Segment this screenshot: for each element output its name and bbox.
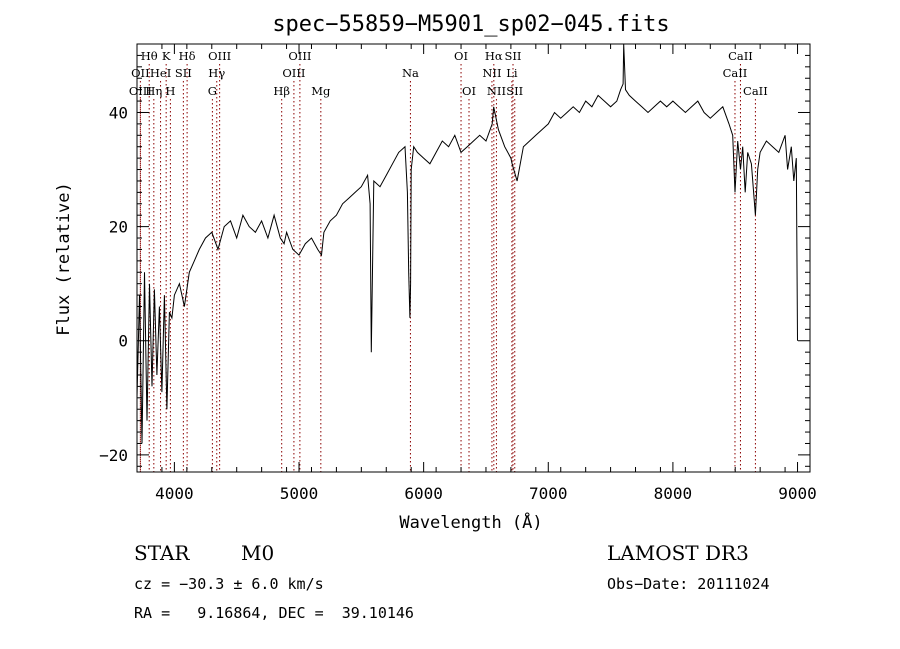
line-label-5: K xyxy=(162,49,171,63)
line-label-7: SII xyxy=(175,66,192,80)
y-tick-label-3: 40 xyxy=(109,103,128,122)
line-label-11: Hγ xyxy=(208,66,225,80)
x-tick-label-4: 8000 xyxy=(654,484,693,503)
line-label-0: Hθ xyxy=(141,49,158,63)
line-label-10: OIII xyxy=(208,49,231,63)
y-tick-label-2: 20 xyxy=(109,218,128,237)
line-label-9: G xyxy=(208,84,217,98)
line-label-25: CaII xyxy=(728,49,753,63)
line-label-22: SII xyxy=(505,49,522,63)
object-class: STAR xyxy=(134,541,190,565)
line-label-16: Na xyxy=(402,66,419,80)
line-label-6: H xyxy=(165,84,175,98)
line-label-20: NII xyxy=(482,66,501,80)
y-tick-label-1: 0 xyxy=(118,332,128,351)
line-label-12: Hβ xyxy=(273,84,290,98)
plot-frame xyxy=(136,43,811,473)
line-label-23: Li xyxy=(506,66,518,80)
line-label-18: OI xyxy=(462,84,476,98)
line-label-21: NII xyxy=(487,84,506,98)
survey-name: LAMOST DR3 xyxy=(607,541,749,565)
line-label-24: SII xyxy=(506,84,523,98)
line-label-27: CaII xyxy=(743,84,768,98)
x-tick-label-0: 4000 xyxy=(155,484,194,503)
line-label-3: Hη xyxy=(145,84,162,98)
x-tick-label-1: 5000 xyxy=(280,484,319,503)
y-tick-label-0: −20 xyxy=(99,446,128,465)
coordinates: RA = 9.16864, DEC = 39.10146 xyxy=(134,604,414,622)
line-label-8: Hδ xyxy=(179,49,196,63)
line-label-26: CaII xyxy=(723,66,748,80)
line-label-15: Mg xyxy=(311,84,331,98)
line-label-1: OII xyxy=(131,66,150,80)
x-tick-label-5: 9000 xyxy=(778,484,817,503)
x-axis-label: Wavelength (Å) xyxy=(399,511,542,533)
chart-title: spec−55859−M5901_sp02−045.fits xyxy=(272,12,669,37)
redshift-velocity: cz = −30.3 ± 6.0 km/s xyxy=(134,575,324,593)
line-label-13: OIII xyxy=(288,49,311,63)
y-axis-ticks: −20 0 20 40 xyxy=(99,54,810,467)
y-axis-label: Flux (relative) xyxy=(54,182,74,336)
line-label-17: OI xyxy=(454,49,468,63)
line-label-2: OIII xyxy=(129,84,152,98)
line-label-4: HeI xyxy=(150,66,171,80)
x-tick-label-3: 7000 xyxy=(529,484,568,503)
spectral-line-markers xyxy=(139,64,756,472)
x-axis-ticks: 4000 5000 6000 7000 8000 9000 xyxy=(136,44,817,503)
line-label-19: Hα xyxy=(485,49,503,63)
spectral-line-labels: HθOIIOIIIHηHeIKHSIIHδGOIIIHγHβOIIIOIIIMg… xyxy=(129,49,768,98)
line-label-14: OIII xyxy=(282,66,305,80)
x-tick-label-2: 6000 xyxy=(404,484,443,503)
object-subclass: M0 xyxy=(241,541,274,565)
spectrum-series-line xyxy=(136,43,798,444)
observation-date: Obs−Date: 20111024 xyxy=(607,575,770,593)
